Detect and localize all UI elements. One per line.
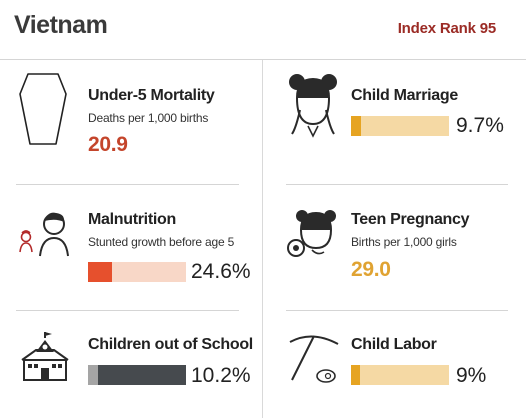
school-value: 10.2% [191, 364, 251, 387]
mortality-value: 20.9 [88, 133, 128, 156]
school-label: Children out of School [88, 336, 253, 353]
malnutrition-bar [88, 262, 186, 282]
header-divider [0, 59, 526, 60]
school-bar-fill [88, 365, 98, 385]
row-divider-left-1 [16, 184, 239, 185]
labor-bar [351, 365, 449, 385]
pickaxe-icon [286, 330, 342, 386]
row-divider-right-2 [286, 310, 508, 311]
teen-sub: Births per 1,000 girls [351, 235, 457, 249]
row-divider-left-2 [16, 310, 239, 311]
mortality-label: Under-5 Mortality [88, 87, 215, 104]
column-divider [262, 60, 263, 418]
girl-icon [284, 68, 342, 140]
mother-baby-icon [284, 206, 340, 264]
teen-label: Teen Pregnancy [351, 211, 470, 228]
children-icon [16, 210, 72, 258]
country-title: Vietnam [14, 11, 108, 39]
marriage-value: 9.7% [456, 114, 504, 137]
school-bar [88, 365, 186, 385]
marriage-bar-fill [351, 116, 361, 136]
marriage-bar [351, 116, 449, 136]
malnutrition-sub: Stunted growth before age 5 [88, 235, 235, 249]
labor-value: 9% [456, 364, 487, 387]
malnutrition-value: 24.6% [191, 260, 251, 283]
teen-value: 29.0 [351, 258, 391, 281]
coffin-icon [18, 72, 68, 146]
malnutrition-bar-fill [88, 262, 113, 282]
malnutrition-label: Malnutrition [88, 211, 176, 228]
mortality-sub: Deaths per 1,000 births [88, 111, 209, 125]
row-divider-right-1 [286, 184, 508, 185]
index-rank: Index Rank 95 [397, 20, 496, 37]
marriage-label: Child Marriage [351, 87, 458, 104]
schoolhouse-icon [18, 330, 72, 384]
labor-bar-fill [351, 365, 360, 385]
labor-label: Child Labor [351, 336, 437, 353]
